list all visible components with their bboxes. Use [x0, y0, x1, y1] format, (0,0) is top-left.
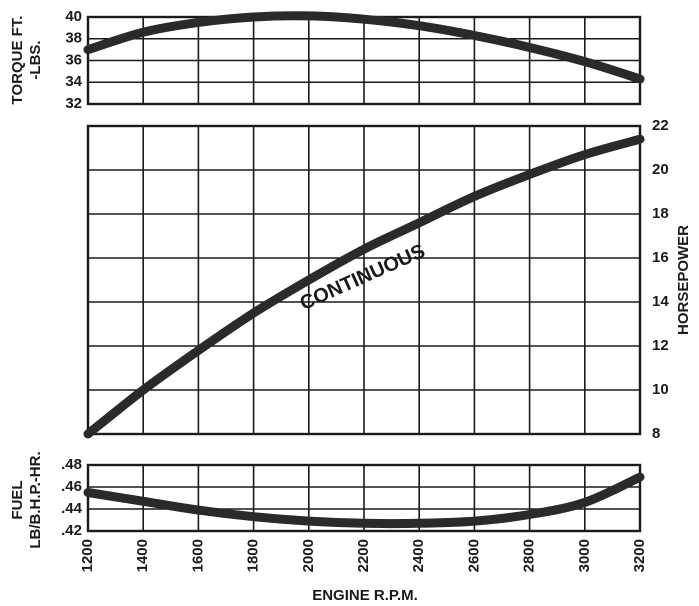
x-tick-label: 1400: [134, 539, 151, 572]
horsepower-panel: 22 20 18 16 14 12 10 8: [83, 117, 669, 442]
horsepower-curve: [83, 134, 645, 439]
y-tick-label: 22: [652, 117, 669, 134]
y-tick-label: .48: [61, 456, 82, 473]
y-tick-label: 16: [652, 249, 669, 266]
x-tick-label: 2000: [300, 539, 317, 572]
plot-frame: [86, 463, 642, 533]
torque-axis-title-line2: -LBS.: [27, 40, 44, 79]
y-tick-label: 8: [652, 425, 660, 442]
y-tick-label: 12: [652, 337, 669, 354]
x-tick-label: 1600: [189, 539, 206, 572]
y-tick-label: .42: [61, 522, 82, 539]
x-tick-label: 1800: [245, 539, 262, 572]
y-tick-label: 36: [65, 51, 82, 68]
plot-frame: [86, 124, 642, 436]
horsepower-axis-title: HORSEPOWER: [675, 225, 692, 335]
torque-axis-title-line1: TORQUE FT.: [9, 16, 26, 105]
y-tick-label: 10: [652, 381, 669, 398]
x-tick-label: 1200: [79, 539, 96, 572]
x-tick-label: 2400: [410, 539, 427, 572]
fuel-curve: [83, 472, 645, 529]
y-tick-label: 40: [65, 8, 82, 25]
y-tick-label: 14: [652, 293, 669, 310]
y-tick-label: 18: [652, 205, 669, 222]
x-tick-label: 2600: [465, 539, 482, 572]
torque-panel: 40 38 36 34 32: [65, 8, 645, 112]
x-tick-label: 3200: [631, 539, 648, 572]
x-tick-label: 2800: [521, 539, 538, 572]
fuel-axis-title-line1: FUEL: [9, 480, 26, 519]
y-tick-label: 20: [652, 161, 669, 178]
y-tick-label: .46: [61, 478, 82, 495]
y-tick-label: 32: [65, 95, 82, 112]
x-axis-title: ENGINE R.P.M.: [312, 587, 418, 604]
y-tick-label: 38: [65, 30, 82, 47]
y-tick-label: 34: [65, 73, 82, 90]
x-tick-label: 3000: [576, 539, 593, 572]
y-tick-label: .44: [61, 500, 83, 517]
fuel-axis-title-line2: LB/B.H.P.-HR.: [27, 451, 44, 548]
torque-curve: [83, 11, 645, 84]
x-tick-label: 2200: [355, 539, 372, 572]
